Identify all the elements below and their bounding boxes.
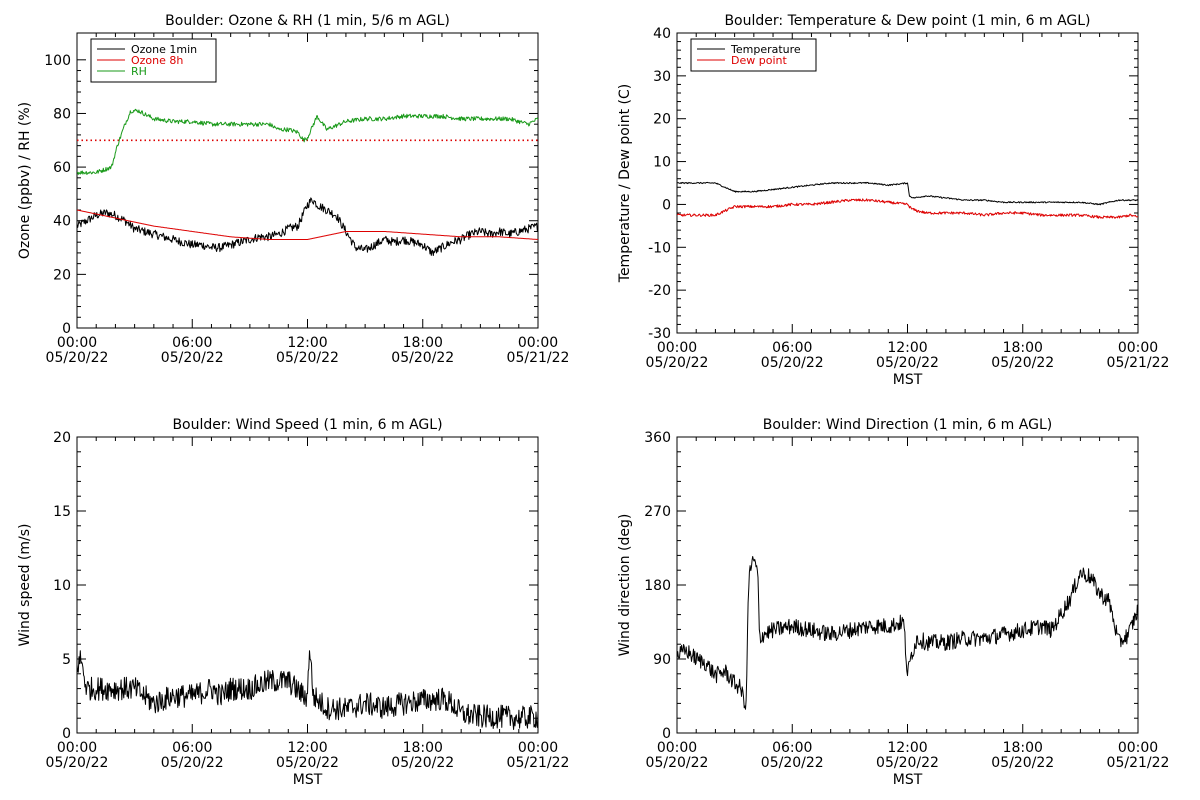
y-tick-label: 20 <box>53 267 71 283</box>
series-line-wind_speed <box>77 650 538 730</box>
x-tick-label-time: 00:00 <box>1118 740 1158 756</box>
x-tick-label-time: 18:00 <box>1003 340 1043 356</box>
y-tick-label: -30 <box>648 326 671 342</box>
series-line-temperature <box>677 181 1138 206</box>
y-tick-label: 0 <box>662 197 671 213</box>
x-tick-label-time: 12:00 <box>287 740 327 756</box>
y-tick-label: -20 <box>648 283 671 299</box>
y-tick-label: -10 <box>648 240 671 256</box>
y-tick-label: 60 <box>53 160 71 176</box>
x-tick-label-time: 06:00 <box>172 740 212 756</box>
x-tick-label-time: 00:00 <box>518 740 558 756</box>
panel-temp_dew: Boulder: Temperature & Dew point (1 min,… <box>617 13 1169 388</box>
x-tick-label-date: 05/20/22 <box>876 755 939 771</box>
x-tick-label-date: 05/20/22 <box>876 355 939 371</box>
y-tick-label: 0 <box>662 726 671 742</box>
x-tick-label-time: 12:00 <box>287 335 327 351</box>
y-tick-label: 180 <box>644 578 671 594</box>
x-axis-label: MST <box>893 772 923 788</box>
y-axis-label: Ozone (ppbv) / RH (%) <box>17 102 33 259</box>
x-tick-label-time: 00:00 <box>1118 340 1158 356</box>
y-tick-label: 0 <box>62 726 71 742</box>
legend-label: Ozone 8h <box>131 54 183 67</box>
chart-title: Boulder: Temperature & Dew point (1 min,… <box>724 13 1090 29</box>
x-tick-label-time: 00:00 <box>57 335 97 351</box>
x-tick-label-time: 06:00 <box>172 335 212 351</box>
x-tick-label-date: 05/20/22 <box>646 755 709 771</box>
x-tick-label-date: 05/20/22 <box>761 755 824 771</box>
y-tick-label: 40 <box>653 26 671 42</box>
series-line-ozone-8h <box>77 209 538 240</box>
legend-label: Ozone 1min <box>131 43 197 56</box>
y-tick-label: 20 <box>53 430 71 446</box>
y-axis-label: Wind speed (m/s) <box>17 524 33 647</box>
x-tick-label-date: 05/20/22 <box>161 755 224 771</box>
y-axis-label: Temperature / Dew point (C) <box>617 84 633 283</box>
series-line-ozone-1min <box>77 197 538 256</box>
x-tick-label-time: 18:00 <box>403 740 443 756</box>
panel-wind_direction: Boulder: Wind Direction (1 min, 6 m AGL)… <box>617 417 1169 788</box>
chart-title: Boulder: Wind Direction (1 min, 6 m AGL) <box>763 417 1052 433</box>
x-tick-label-date: 05/20/22 <box>276 755 339 771</box>
x-tick-label-time: 06:00 <box>772 340 812 356</box>
x-tick-label-time: 00:00 <box>657 340 697 356</box>
chart-title: Boulder: Ozone & RH (1 min, 5/6 m AGL) <box>165 13 450 29</box>
x-tick-label-time: 00:00 <box>518 335 558 351</box>
y-tick-label: 15 <box>53 504 71 520</box>
x-tick-label-date: 05/20/22 <box>46 755 109 771</box>
legend-box <box>690 38 817 72</box>
x-tick-label-time: 00:00 <box>57 740 97 756</box>
series-line-wind_direction <box>677 556 1138 710</box>
x-tick-label-date: 05/21/22 <box>1107 755 1170 771</box>
y-tick-label: 90 <box>653 652 671 668</box>
x-tick-label-date: 05/20/22 <box>761 355 824 371</box>
y-tick-label: 20 <box>653 112 671 128</box>
y-tick-label: 270 <box>644 504 671 520</box>
x-tick-label-date: 05/20/22 <box>391 755 454 771</box>
y-tick-label: 10 <box>653 155 671 171</box>
x-axis-label: MST <box>893 372 923 388</box>
x-tick-label-date: 05/20/22 <box>646 355 709 371</box>
y-tick-label: 40 <box>53 214 71 230</box>
y-tick-label: 5 <box>62 652 71 668</box>
y-tick-label: 80 <box>53 106 71 122</box>
x-tick-label-date: 05/20/22 <box>276 350 339 366</box>
series-line-dew-point <box>677 198 1138 219</box>
x-tick-label-time: 00:00 <box>657 740 697 756</box>
x-tick-label-date: 05/20/22 <box>391 350 454 366</box>
y-axis-label: Wind direction (deg) <box>617 514 633 657</box>
y-tick-label: 100 <box>44 53 71 69</box>
x-tick-label-date: 05/21/22 <box>507 350 570 366</box>
chart-title: Boulder: Wind Speed (1 min, 6 m AGL) <box>172 417 442 433</box>
y-tick-label: 360 <box>644 430 671 446</box>
y-tick-label: 0 <box>62 321 71 337</box>
x-tick-label-date: 05/21/22 <box>1107 355 1170 371</box>
x-tick-label-time: 06:00 <box>772 740 812 756</box>
legend-label: Dew point <box>731 54 787 67</box>
x-tick-label-time: 12:00 <box>887 740 927 756</box>
x-tick-label-time: 18:00 <box>1003 740 1043 756</box>
panel-ozone_rh: Boulder: Ozone & RH (1 min, 5/6 m AGL) 0 2… <box>17 13 569 366</box>
x-tick-label-date: 05/20/22 <box>991 755 1054 771</box>
x-tick-label-date: 05/20/22 <box>991 355 1054 371</box>
x-tick-label-date: 05/20/22 <box>161 350 224 366</box>
legend-label: Temperature <box>730 43 801 56</box>
y-tick-label: 10 <box>53 578 71 594</box>
series-line-rh <box>77 108 538 175</box>
x-tick-label-date: 05/20/22 <box>46 350 109 366</box>
panel-wind_speed: Boulder: Wind Speed (1 min, 6 m AGL) 0 5 10… <box>17 417 569 788</box>
x-axis-label: MST <box>293 772 323 788</box>
legend-label: RH <box>131 65 147 78</box>
x-tick-label-date: 05/21/22 <box>507 755 570 771</box>
x-tick-label-time: 12:00 <box>887 340 927 356</box>
y-tick-label: 30 <box>653 69 671 85</box>
x-tick-label-time: 18:00 <box>403 335 443 351</box>
